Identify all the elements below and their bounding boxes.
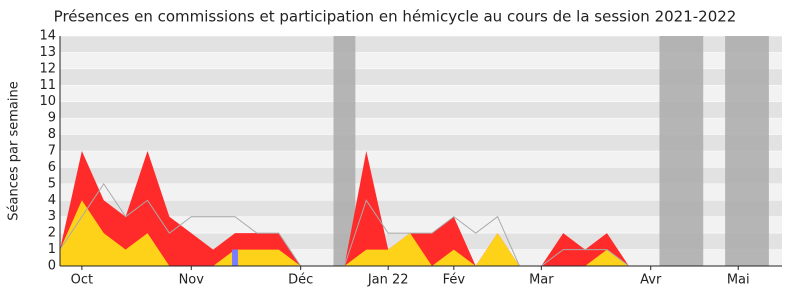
- x-tick-label: Mar: [529, 273, 554, 288]
- y-tick-label: 11: [39, 78, 56, 93]
- grid-band: [60, 200, 782, 217]
- y-tick-label: 0: [48, 259, 56, 274]
- x-tick-label: Oct: [71, 273, 93, 288]
- grid-band: [60, 36, 782, 53]
- bar: [232, 249, 239, 266]
- x-tick-label: Nov: [179, 273, 205, 288]
- y-axis-label: Séances par semaine: [7, 81, 22, 220]
- vacation-period: [725, 36, 769, 266]
- y-tick-label: 4: [48, 193, 56, 208]
- grid-band: [60, 167, 782, 184]
- area: [60, 200, 629, 266]
- y-tick-label: 3: [48, 209, 56, 224]
- y-tick-label: 13: [39, 45, 56, 60]
- y-tick-label: 10: [39, 94, 56, 109]
- x-tick-label: Mai: [727, 273, 750, 288]
- x-tick-label: Avr: [640, 273, 662, 288]
- y-tick-label: 8: [48, 127, 56, 142]
- chart-title: Présences en commissions et participatio…: [54, 8, 737, 26]
- grid-band: [60, 68, 782, 86]
- y-tick-label: 5: [48, 176, 56, 191]
- vacation-period: [659, 36, 704, 266]
- x-tick-label: Déc: [288, 273, 313, 288]
- y-tick-label: 12: [39, 61, 56, 76]
- x-tick-label: Jan 22: [367, 273, 409, 288]
- grid-band: [60, 101, 782, 119]
- x-tick-label: Fév: [443, 273, 466, 288]
- y-tick-label: 1: [48, 242, 56, 257]
- y-tick-label: 2: [48, 226, 56, 241]
- y-tick-label: 9: [48, 111, 56, 126]
- y-tick-label: 6: [48, 160, 56, 175]
- y-tick-label: 14: [39, 29, 56, 44]
- grid-band: [60, 134, 782, 151]
- y-tick-label: 7: [48, 144, 56, 159]
- vacation-period: [333, 36, 356, 266]
